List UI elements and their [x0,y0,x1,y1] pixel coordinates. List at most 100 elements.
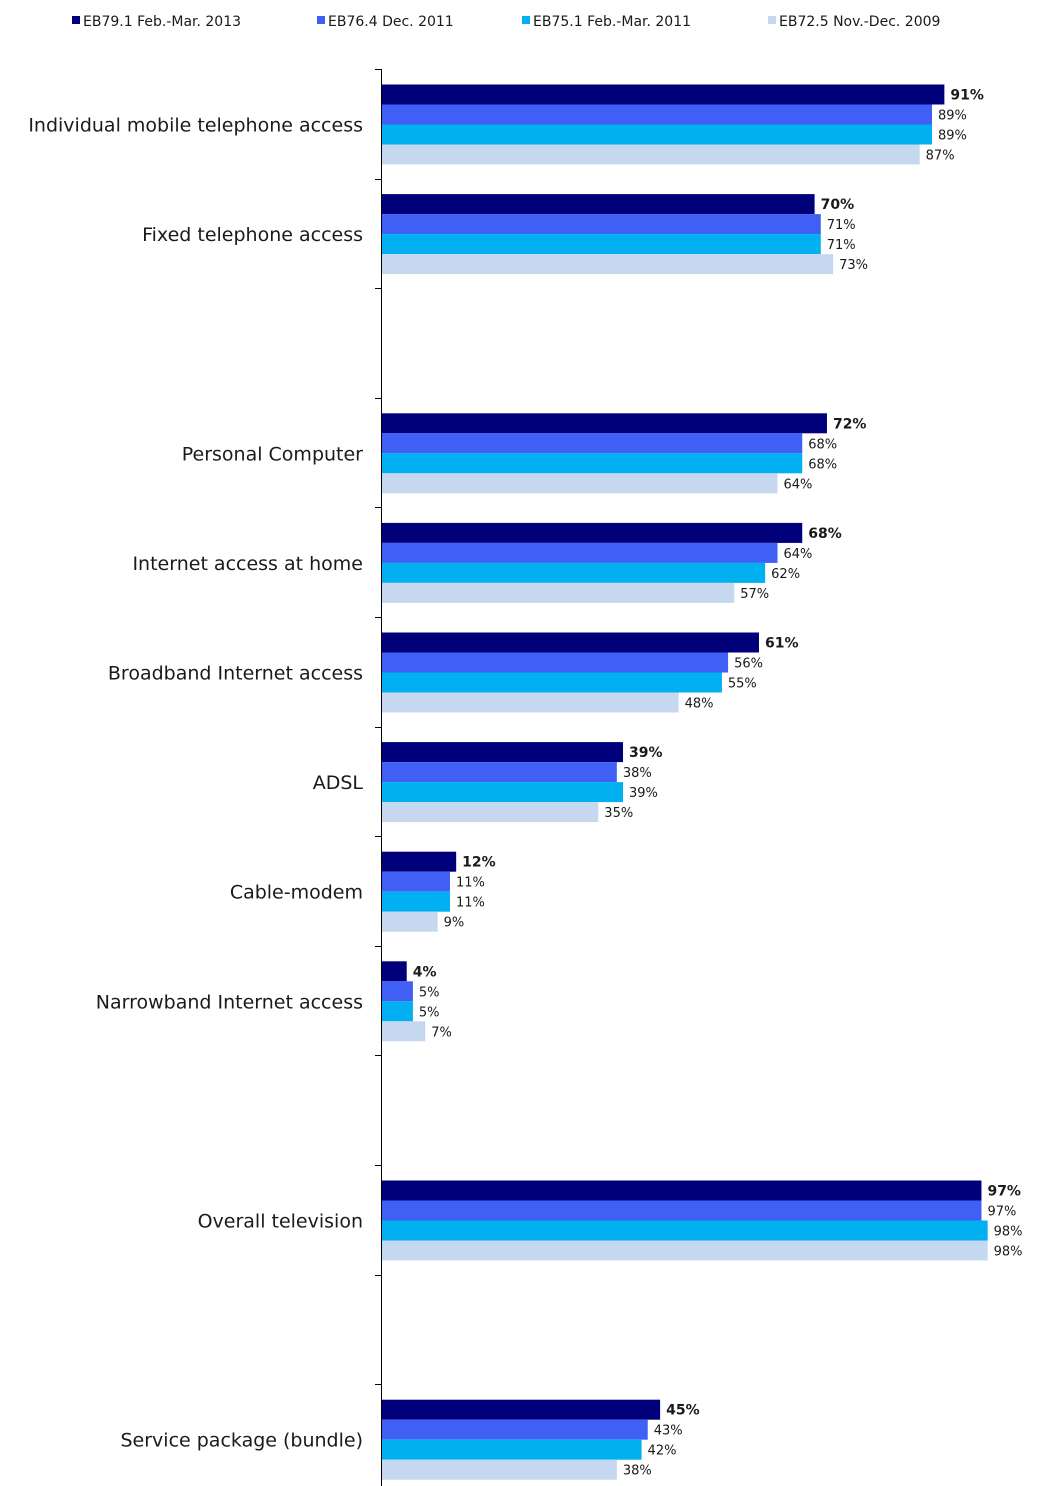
value-label: 39% [629,745,663,761]
value-label: 98% [994,1245,1023,1260]
value-label: 64% [784,477,813,492]
value-label: 97% [987,1184,1021,1200]
bar-4 [382,1021,426,1042]
bar-2 [382,433,803,454]
bar-4 [382,802,599,823]
bar-2 [382,652,729,673]
value-label: 48% [685,697,714,712]
value-label: 70% [821,197,855,213]
bar-1 [382,961,407,982]
value-label: 12% [462,855,496,871]
value-label: 5% [419,985,440,1000]
value-label: 68% [808,437,837,452]
bar-3 [382,891,450,912]
value-label: 68% [808,457,837,472]
bars: Individual mobile telephone access 91% 89%… [28,84,1023,1480]
bar-1 [382,522,803,543]
category-label: Broadband Internet access [108,663,363,685]
bar-1 [382,851,457,872]
legend-label-3: EB75.1 Feb.-Mar. 2011 [533,14,691,30]
bar-4 [382,254,834,275]
bar-3 [382,562,766,583]
value-label: 61% [765,636,799,652]
legend-label-4: EB72.5 Nov.-Dec. 2009 [779,14,940,30]
category-label: Overall television [198,1211,363,1233]
bar-3 [382,1001,413,1022]
legend-swatch-3 [522,16,530,24]
bar-4 [382,692,679,713]
y-axis [375,69,382,1486]
value-label: 38% [623,766,652,781]
bar-3 [382,234,821,255]
bar-2 [382,762,617,783]
value-label: 45% [666,1403,700,1419]
bar-1 [382,413,827,434]
bar-1 [382,632,759,653]
value-label: 89% [938,109,967,124]
bar-3 [382,124,933,145]
bar-3 [382,672,722,693]
value-label: 71% [827,218,856,233]
value-label: 73% [839,258,868,273]
value-label: 7% [431,1025,452,1040]
bar-2 [382,981,413,1002]
value-label: 57% [740,587,769,602]
value-label: 64% [784,547,813,562]
category-label: Fixed telephone access [142,224,363,246]
bar-2 [382,1200,982,1221]
legend-swatch-1 [72,16,80,24]
value-label: 39% [629,786,658,801]
value-label: 55% [728,677,757,692]
value-label: 71% [827,238,856,253]
value-label: 97% [987,1205,1016,1220]
bar-3 [382,1220,988,1241]
category-label: Narrowband Internet access [96,991,363,1013]
value-label: 43% [654,1424,683,1439]
bar-4 [382,1459,617,1480]
value-label: 4% [413,964,437,980]
legend-swatch-2 [317,16,325,24]
value-label: 11% [456,896,485,911]
value-label: 5% [419,1005,440,1020]
bar-1 [382,742,624,763]
value-label: 68% [808,526,842,542]
value-label: 72% [833,416,867,432]
bar-1 [382,1399,661,1420]
value-label: 35% [604,806,633,821]
value-label: 38% [623,1464,652,1479]
bar-2 [382,542,778,563]
value-label: 62% [771,567,800,582]
bar-3 [382,1439,642,1460]
bar-4 [382,144,920,165]
legend: EB79.1 Feb.-Mar. 2013 EB76.4 Dec. 2011 EB7… [72,14,940,30]
category-label: Service package (bundle) [120,1430,363,1452]
legend-swatch-4 [768,16,776,24]
legend-label-2: EB76.4 Dec. 2011 [328,14,454,30]
bar-4 [382,582,735,603]
bar-3 [382,782,624,803]
bar-4 [382,911,438,932]
bar-3 [382,453,803,474]
value-label: 56% [734,657,763,672]
bar-1 [382,194,815,215]
bar-1 [382,1180,982,1201]
category-label: Internet access at home [132,553,363,575]
legend-label-1: EB79.1 Feb.-Mar. 2013 [83,14,241,30]
bar-1 [382,84,945,105]
bar-2 [382,1419,648,1440]
value-label: 91% [950,88,984,104]
value-label: 98% [994,1225,1023,1240]
value-label: 9% [444,916,465,931]
value-label: 87% [926,149,955,164]
bar-4 [382,1240,988,1261]
value-label: 89% [938,129,967,144]
category-label: ADSL [313,772,364,794]
category-label: Cable-modem [230,882,363,904]
bar-2 [382,214,821,235]
bar-4 [382,473,778,494]
category-label: Personal Computer [182,443,363,465]
bar-2 [382,104,933,125]
value-label: 11% [456,876,485,891]
value-label: 42% [648,1444,677,1459]
